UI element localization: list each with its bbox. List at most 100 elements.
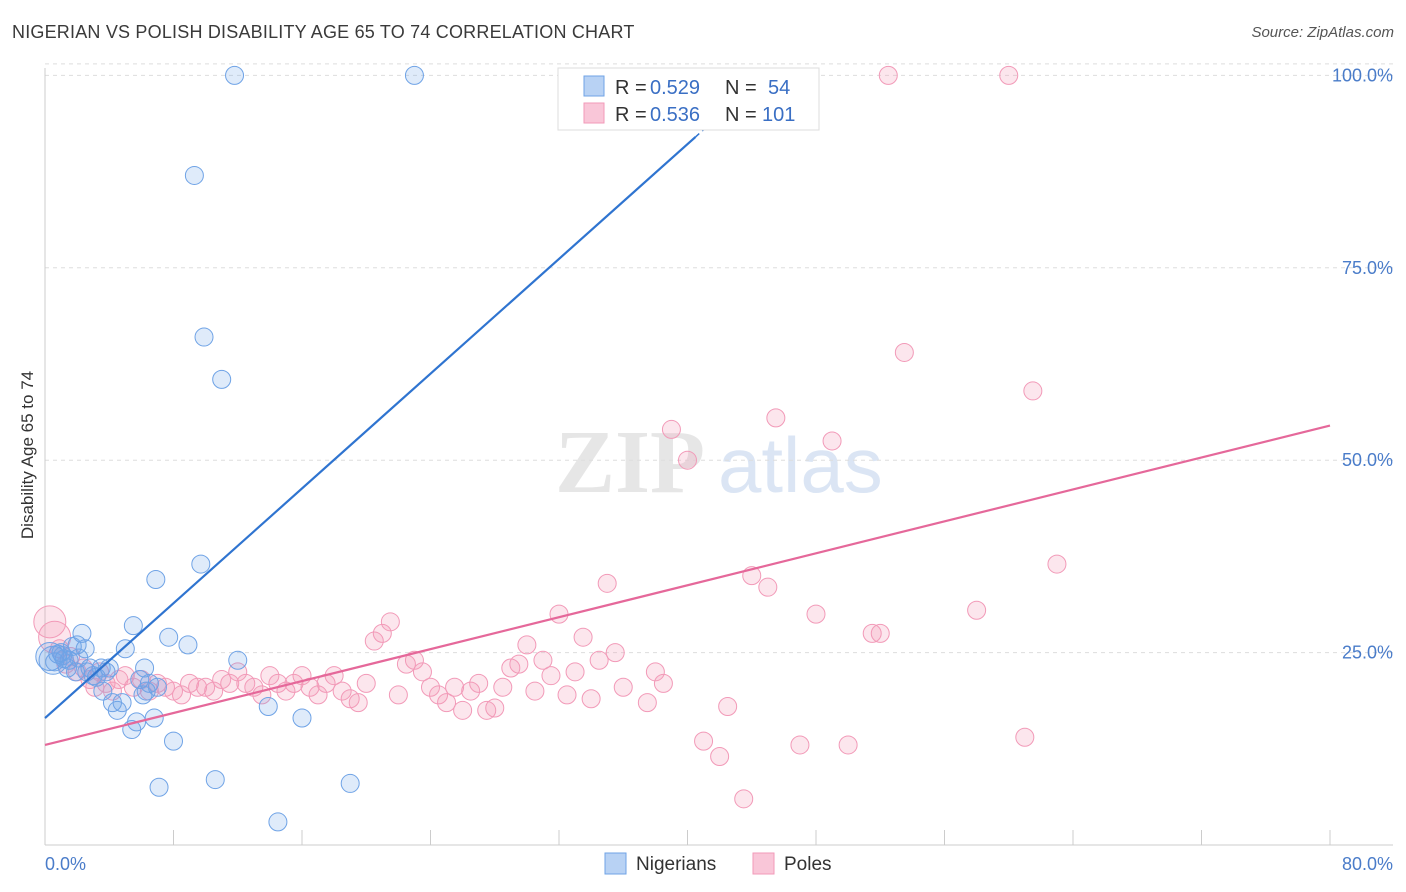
poles-point — [878, 65, 898, 85]
nigerians-point — [164, 731, 183, 751]
poles-trendline — [44, 424, 1331, 747]
nigerians-point — [205, 770, 225, 790]
poles-point — [790, 735, 810, 755]
poles-point — [565, 662, 585, 682]
poles-point — [477, 700, 497, 720]
top-legend: R = 0.529 N = 54 R = 0.536 N = 101 — [557, 67, 820, 131]
nigerians-n-value: 54 — [768, 77, 790, 99]
poles-point — [123, 677, 143, 697]
poles-point — [758, 577, 778, 597]
poles-point — [862, 623, 882, 643]
poles-point — [541, 666, 561, 686]
poles-legend-swatch — [583, 102, 605, 124]
y-tick-label: 75.0% — [1342, 258, 1393, 278]
poles-point — [404, 650, 424, 670]
poles-point — [806, 604, 826, 624]
y-tick-labels: 25.0% 50.0% 75.0% 100.0% — [1332, 65, 1393, 662]
nigerians-point — [159, 627, 179, 647]
poles-point — [421, 677, 440, 697]
poles-point — [597, 573, 617, 593]
poles-point — [1015, 727, 1035, 747]
poles-point — [1047, 554, 1067, 574]
nigerians-point — [404, 65, 424, 85]
poles-point — [461, 681, 481, 701]
poles-point — [188, 677, 208, 697]
nigerians-point — [149, 777, 169, 797]
poles-point — [517, 635, 537, 655]
nigerians-point — [194, 327, 214, 347]
poles-point — [485, 698, 505, 718]
nigerians-point — [69, 648, 89, 668]
nigerians-bottom-swatch — [604, 852, 627, 875]
trendlines — [44, 78, 1331, 747]
nigerians-point — [258, 696, 278, 716]
nigerians-point — [292, 708, 312, 728]
nigerians-point — [228, 650, 248, 670]
poles-point — [766, 408, 786, 428]
poles-r-value: 0.536 — [650, 104, 700, 126]
poles-point — [718, 696, 738, 716]
nigerians-point — [86, 667, 106, 687]
nigerians-r-value: 0.529 — [650, 77, 700, 99]
poles-point — [822, 431, 842, 451]
y-axis-label: Disability Age 65 to 74 — [18, 371, 37, 539]
poles-point — [348, 693, 368, 713]
poles-point — [678, 450, 697, 470]
poles-point — [437, 693, 457, 713]
nigerians-point — [146, 569, 166, 589]
poles-point — [694, 731, 714, 751]
poles-point — [445, 677, 465, 697]
nigerians-point — [212, 369, 232, 389]
poles-point — [549, 604, 569, 624]
poles-point — [573, 627, 593, 647]
poles-point — [356, 673, 376, 693]
poles-point — [637, 693, 657, 713]
poles-point — [364, 631, 384, 651]
poles-point — [509, 654, 529, 674]
poles-point — [429, 685, 449, 705]
nigerians-point — [191, 554, 211, 574]
poles-point — [380, 612, 400, 632]
nigerians-trendline — [44, 136, 697, 719]
poles-bottom-label: Poles — [784, 854, 832, 875]
poles-point — [734, 789, 754, 809]
poles-point — [172, 685, 192, 705]
poles-point — [645, 662, 665, 682]
poles-point — [613, 677, 633, 697]
nigerians-point — [115, 639, 135, 659]
nigerians-point — [53, 646, 73, 666]
poles-point — [308, 685, 328, 705]
poles-n-label: N = — [725, 104, 757, 126]
nigerians-point — [136, 681, 156, 701]
nigerians-point — [135, 658, 155, 678]
poles-n-value: 101 — [762, 104, 795, 126]
poles-point — [557, 685, 577, 705]
axes — [44, 68, 1393, 846]
nigerians-point — [112, 693, 132, 713]
x-tick-labels: 0.0% 80.0% — [45, 854, 1393, 874]
poles-point — [533, 650, 553, 670]
poles-point — [332, 681, 352, 701]
poles-point — [228, 662, 248, 682]
poles-point — [453, 700, 473, 720]
x-tick-label-max: 80.0% — [1342, 854, 1393, 874]
nigerians-r-label: R = — [615, 77, 647, 99]
poles-point — [493, 677, 513, 697]
poles-bottom-swatch — [752, 852, 775, 875]
chart-title: NIGERIAN VS POLISH DISABILITY AGE 65 TO … — [12, 22, 635, 42]
bottom-legend: Nigerians Poles — [604, 852, 832, 875]
poles-point — [204, 681, 224, 701]
poles-point — [220, 673, 240, 693]
chart-source: Source: ZipAtlas.com — [1251, 24, 1394, 41]
poles-point — [1023, 381, 1043, 401]
poles-point — [372, 623, 392, 643]
nigerians-point — [130, 670, 150, 690]
poles-point — [525, 681, 545, 701]
poles-point — [838, 735, 858, 755]
zipatlas-watermark: ZIP atlas — [555, 413, 883, 512]
poles-point — [260, 666, 280, 686]
poles-point — [653, 673, 673, 693]
y-tick-label: 25.0% — [1342, 643, 1393, 663]
nigerians-point — [178, 635, 198, 655]
